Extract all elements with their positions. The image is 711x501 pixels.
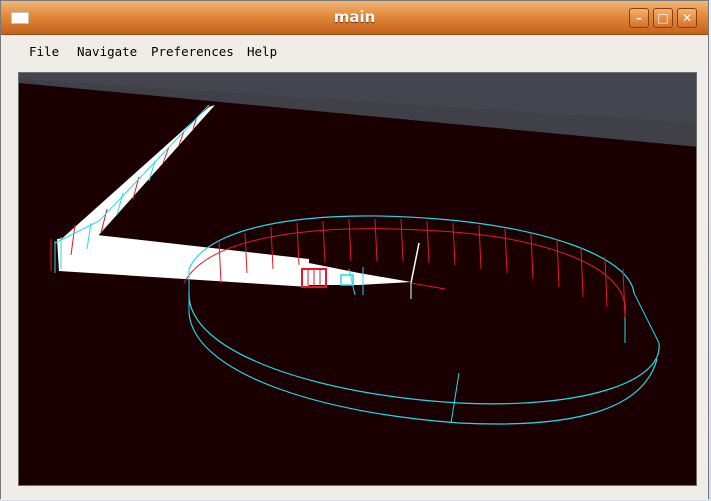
close-button[interactable]: ✕ [677,8,697,28]
status-bar [1,489,708,500]
scene-canvas[interactable] [19,73,697,486]
vehicle-object [301,242,446,299]
menu-help[interactable]: Help [247,44,278,59]
menu-preferences[interactable]: Preferences [151,44,234,59]
path-markers [50,104,210,273]
track-path [57,105,411,287]
window-menu-icon[interactable] [11,12,29,24]
menu-file[interactable]: File [29,44,60,59]
title-bar[interactable]: main – □ ✕ [1,1,708,35]
menu-bar: File Navigate Preferences Help [1,35,708,67]
window-title: main [333,8,376,26]
ring-structure [183,215,660,425]
3d-viewport[interactable] [18,72,697,486]
menu-navigate[interactable]: Navigate [77,44,138,59]
maximize-button[interactable]: □ [653,8,673,28]
minimize-button[interactable]: – [629,8,649,28]
ring-struts [218,218,626,318]
